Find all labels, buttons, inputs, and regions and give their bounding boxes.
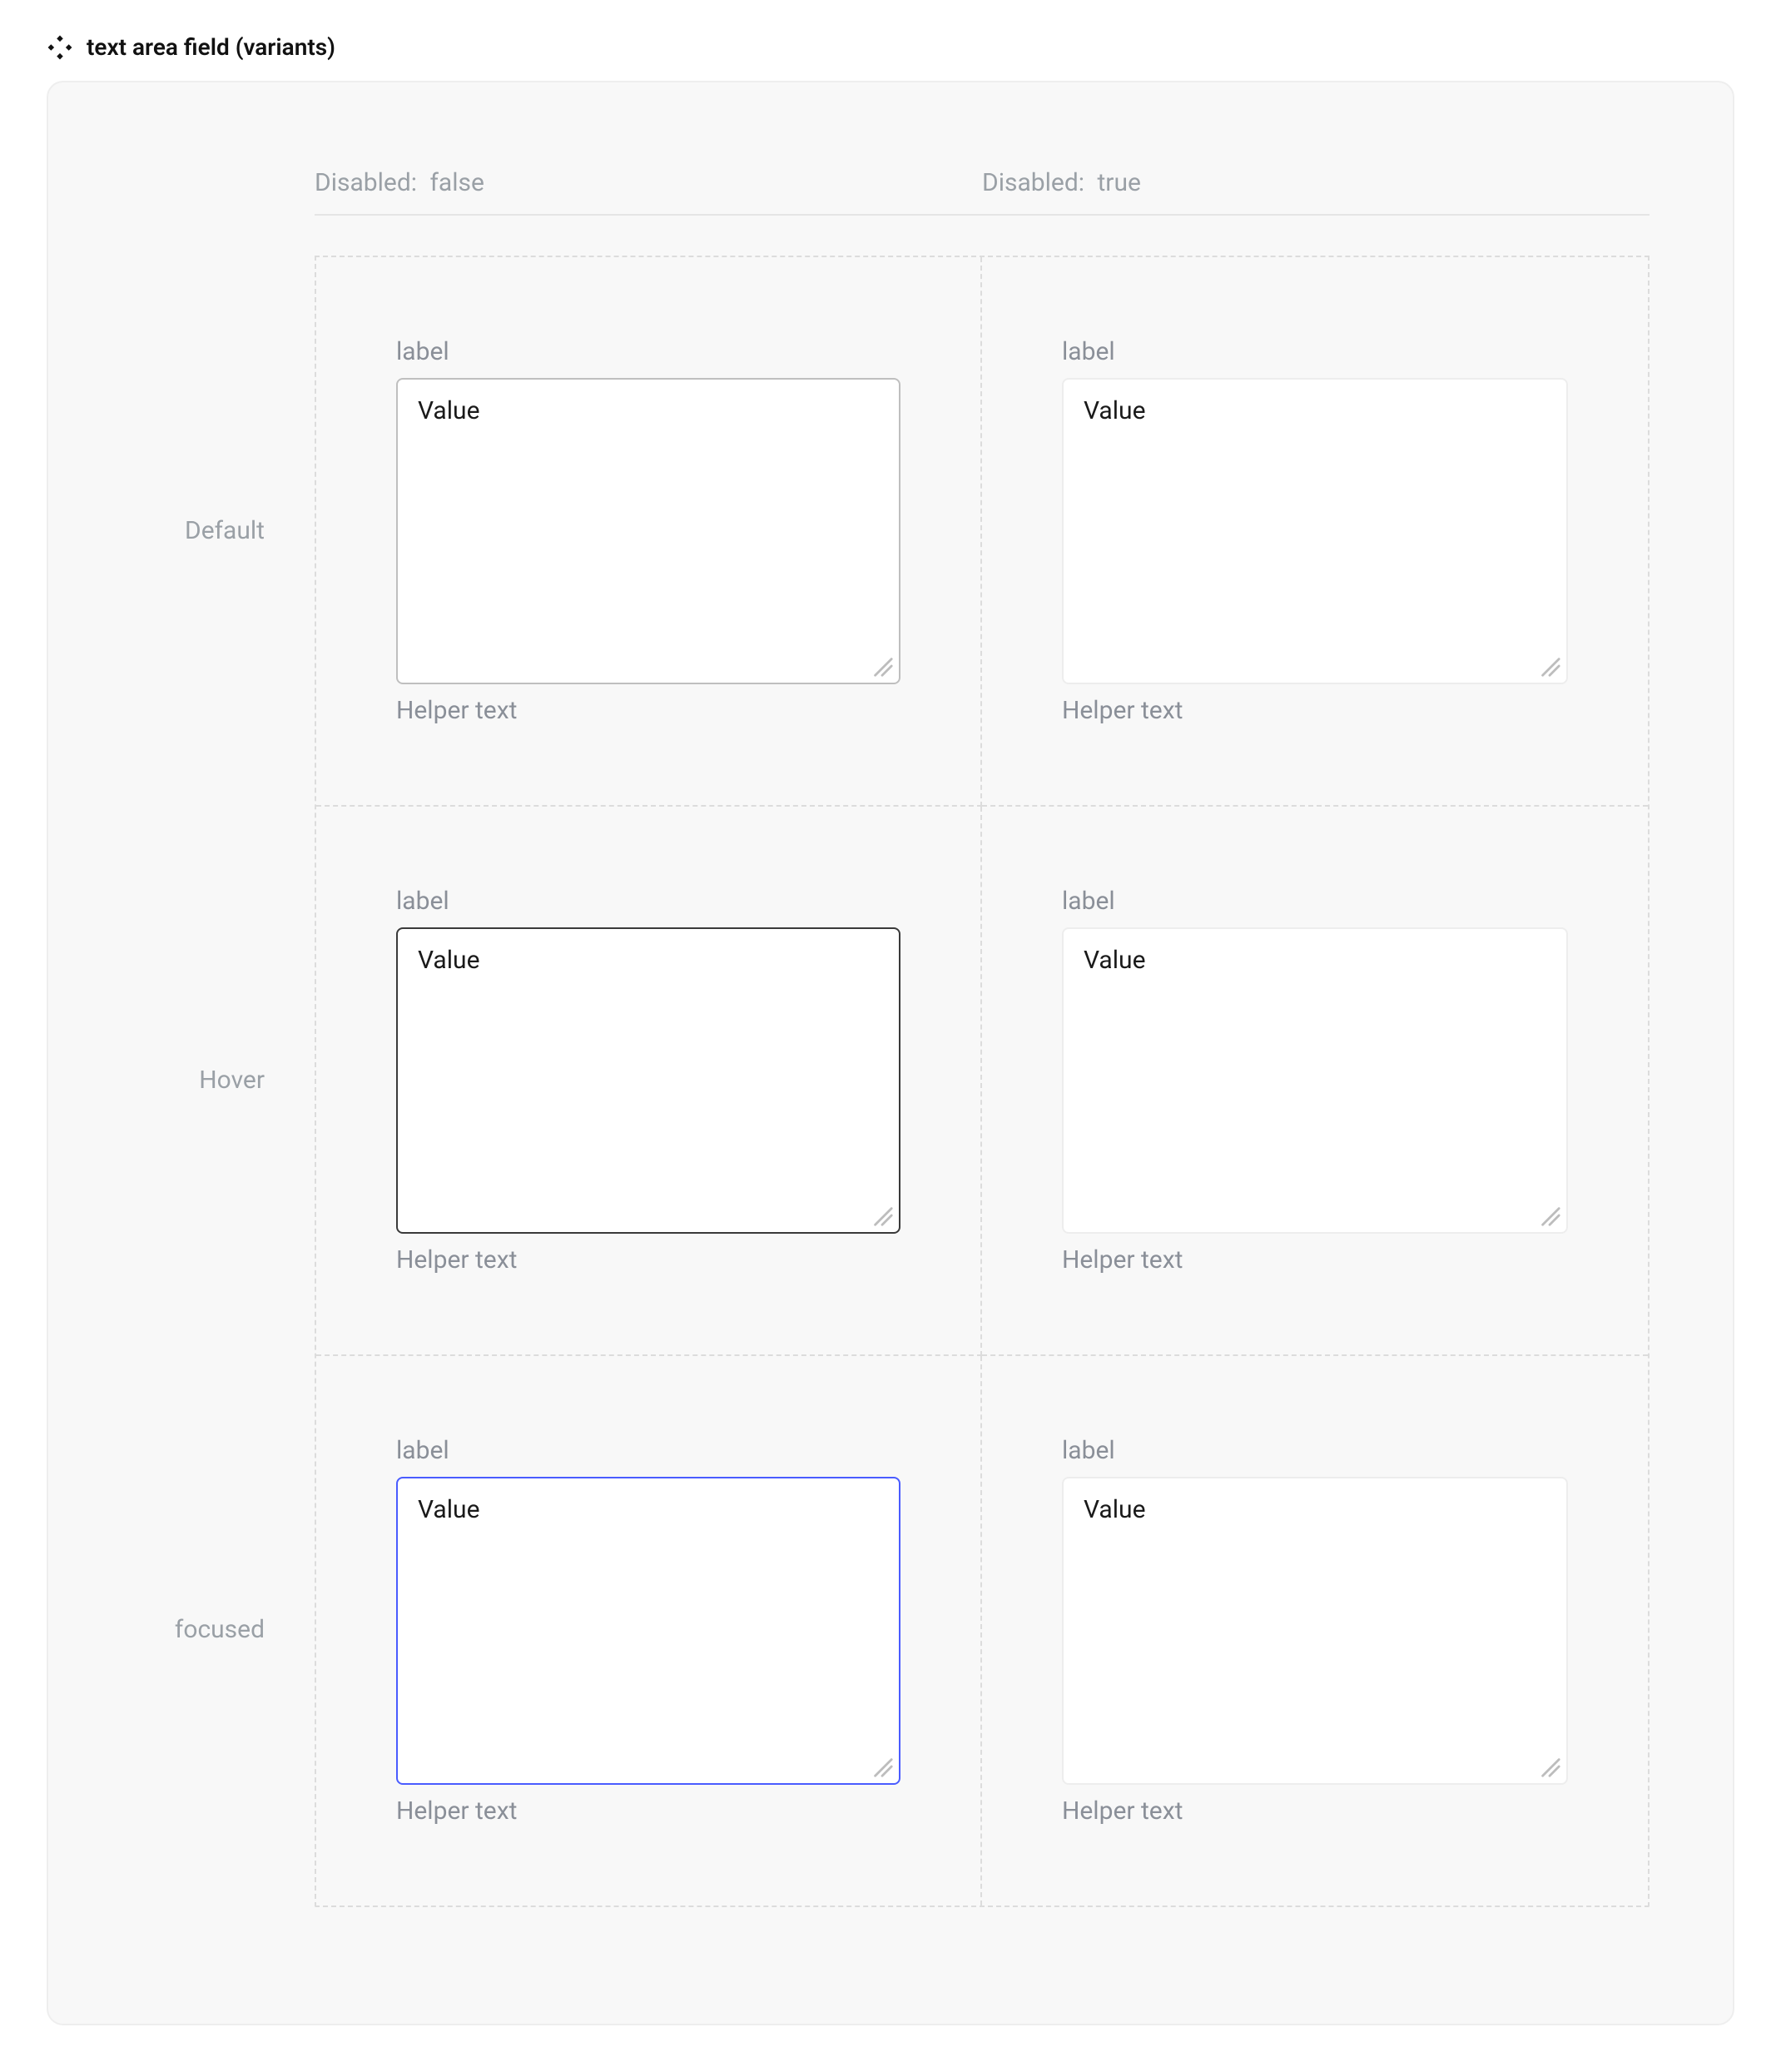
textarea-input: Value: [1062, 378, 1568, 684]
textarea-input[interactable]: Value: [396, 927, 900, 1234]
textarea-value: Value: [1084, 946, 1146, 975]
component-variants-icon: [47, 34, 73, 61]
variant-default-disabled: label Value Helper text: [982, 257, 1648, 807]
variants-grid-body: label Value Helper text label Value: [315, 256, 1650, 1907]
variant-focused-enabled: label Value Helper text: [316, 1356, 982, 1906]
variant-hover-disabled: label Value Helper text: [982, 807, 1648, 1356]
textarea-value: Value: [1084, 1495, 1146, 1524]
field-label: label: [1062, 1436, 1568, 1465]
page-header: text area field (variants): [0, 0, 1781, 81]
prop-value-true: true: [1097, 168, 1140, 197]
helper-text: Helper text: [396, 1796, 900, 1826]
field-label: label: [396, 337, 900, 366]
resize-handle-icon[interactable]: [871, 654, 894, 678]
column-header-disabled-false: Disabled: false: [315, 168, 982, 197]
textarea-value: Value: [418, 396, 480, 425]
textarea-input: Value: [1062, 1477, 1568, 1785]
resize-handle-icon: [1538, 654, 1561, 678]
textarea-input[interactable]: Value: [396, 378, 900, 684]
textarea-value: Value: [1084, 396, 1146, 425]
prop-value-false: false: [429, 168, 484, 197]
prop-name: Disabled:: [315, 168, 417, 197]
field-label: label: [1062, 337, 1568, 366]
helper-text: Helper text: [396, 1245, 900, 1275]
textarea-value: Value: [418, 946, 480, 975]
field-label: label: [396, 1436, 900, 1465]
variants-canvas: Default Hover focused Disabled: false Di…: [47, 81, 1734, 2025]
helper-text: Helper text: [1062, 1796, 1568, 1826]
row-labels: Default Hover focused: [131, 149, 298, 1907]
helper-text: Helper text: [396, 696, 900, 725]
helper-text: Helper text: [1062, 696, 1568, 725]
prop-name: Disabled:: [982, 168, 1084, 197]
variant-default-enabled: label Value Helper text: [316, 257, 982, 807]
variant-hover-enabled: label Value Helper text: [316, 807, 982, 1356]
page-title: text area field (variants): [87, 33, 335, 61]
textarea-input[interactable]: Value: [396, 1477, 900, 1785]
resize-handle-icon: [1538, 1204, 1561, 1227]
row-label-focused: focused: [131, 1354, 298, 1904]
column-headers: Disabled: false Disabled: true: [315, 149, 1650, 216]
row-label-hover: Hover: [131, 805, 298, 1354]
field-label: label: [396, 887, 900, 916]
column-header-disabled-true: Disabled: true: [982, 168, 1650, 197]
textarea-value: Value: [418, 1495, 480, 1524]
textarea-input: Value: [1062, 927, 1568, 1234]
resize-handle-icon[interactable]: [871, 1204, 894, 1227]
resize-handle-icon: [1538, 1755, 1561, 1778]
resize-handle-icon[interactable]: [871, 1755, 894, 1778]
variant-focused-disabled: label Value Helper text: [982, 1356, 1648, 1906]
row-label-default: Default: [131, 256, 298, 805]
field-label: label: [1062, 887, 1568, 916]
helper-text: Helper text: [1062, 1245, 1568, 1275]
